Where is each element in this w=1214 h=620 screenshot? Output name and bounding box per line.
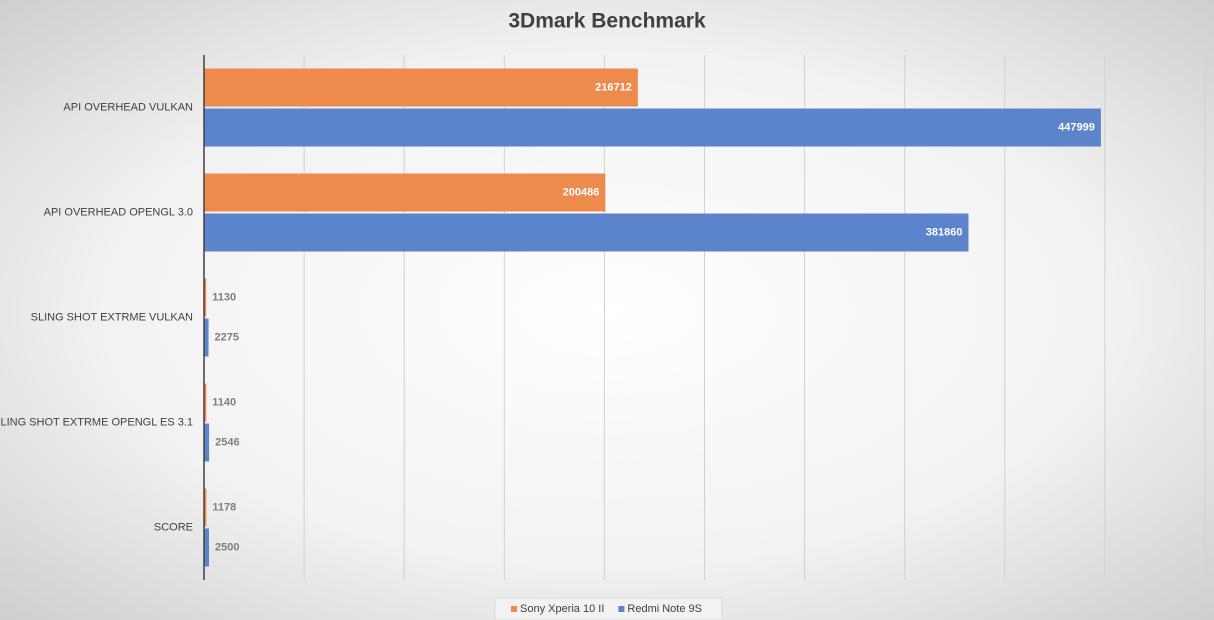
data-label: 200486: [563, 186, 600, 198]
bar: [204, 68, 638, 107]
bar: [204, 213, 969, 252]
y-tick-label: API OVERHEAD OPENGL 3.0: [44, 206, 193, 218]
data-label: 1130: [212, 291, 236, 303]
bar: [204, 173, 606, 212]
legend-label: Sony Xperia 10 II: [520, 603, 604, 615]
y-tick-label: SLING SHOT EXTRME OPENGL ES 3.1: [0, 416, 193, 428]
data-label: 2275: [215, 331, 239, 343]
data-label: 1178: [212, 501, 236, 513]
data-label: 216712: [595, 81, 632, 93]
legend-swatch: [618, 606, 625, 612]
y-tick-label: SLING SHOT EXTRME VULKAN: [31, 311, 193, 323]
y-tick-label: SCORE: [154, 521, 193, 533]
bar: [204, 108, 1101, 147]
legend-swatch: [511, 606, 517, 612]
data-label: 1140: [212, 396, 236, 408]
data-label: 2500: [215, 541, 239, 553]
data-label: 447999: [1058, 121, 1095, 133]
bar: [204, 528, 210, 567]
legend-label: Redmi Note 9S: [627, 603, 702, 615]
legend-box: [494, 597, 723, 620]
bar: [204, 278, 207, 317]
data-label: 2546: [215, 436, 239, 448]
data-label: 381860: [926, 226, 963, 238]
bar: [204, 488, 207, 527]
bar: [204, 318, 209, 357]
y-tick-label: API OVERHEAD VULKAN: [63, 101, 193, 113]
chart-title: 3Dmark Benchmark: [508, 10, 706, 33]
bar: [204, 423, 210, 462]
bar: [204, 383, 207, 422]
